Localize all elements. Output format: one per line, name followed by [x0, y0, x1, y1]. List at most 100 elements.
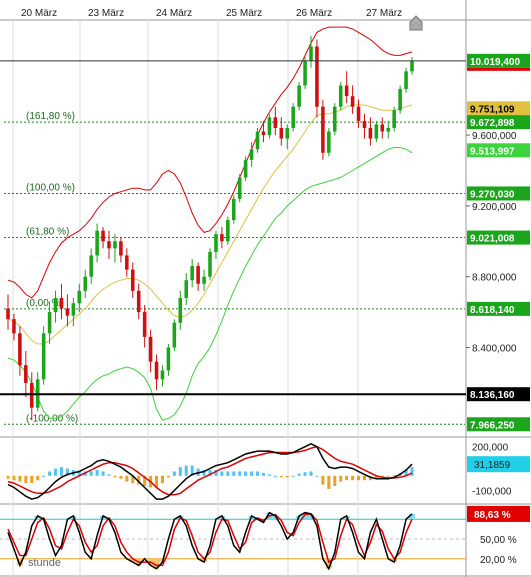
candle-body	[267, 117, 272, 136]
stochastic-overbought-fill	[218, 515, 225, 520]
x-tick-label: 26 März	[296, 8, 332, 19]
candle-body	[315, 46, 319, 107]
stochastic-tag-text: 88,63 %	[474, 510, 511, 521]
price-tag-text: 10.019,400	[470, 57, 520, 68]
fib-level-label: (0,00 %)	[26, 298, 64, 309]
x-tick-label: 23 März	[88, 8, 124, 19]
macd-histogram-bar	[48, 471, 52, 476]
macd-histogram-bar	[250, 471, 254, 476]
price-tag-box	[467, 143, 530, 158]
stochastic-tick-label: 50,00 %	[480, 535, 517, 546]
macd-signal-line	[7, 445, 413, 496]
macd-line	[7, 442, 413, 500]
candle-body	[184, 280, 189, 298]
candle-body	[125, 255, 129, 270]
candle-body	[255, 131, 260, 150]
macd-histogram-bar	[244, 471, 248, 476]
macd-histogram-bar	[256, 471, 260, 476]
price-tag-box	[467, 53, 530, 68]
candle-body	[374, 124, 379, 139]
price-tag-box	[467, 417, 530, 432]
macd-histogram-bar	[315, 475, 319, 477]
bollinger-lower-line	[7, 147, 413, 421]
candle-body	[226, 220, 230, 242]
macd-histogram-bar	[232, 471, 236, 476]
candle-body	[83, 276, 88, 291]
candle-body	[344, 85, 349, 97]
candle-body	[261, 131, 266, 136]
candle-body	[309, 46, 313, 61]
macd-histogram-bar	[309, 471, 313, 476]
y-tick-label: 8.800,000	[472, 273, 517, 284]
price-tags-layer: 10.019,400 9.751,109 9.672,898 9.513,997 9.2…	[467, 53, 530, 522]
home-icon[interactable]	[409, 15, 423, 31]
macd-histogram-bar	[351, 475, 355, 481]
x-tick-label: 24 März	[156, 8, 192, 19]
macd-histogram-bar	[214, 470, 218, 476]
macd-histogram-bar	[143, 475, 147, 486]
macd-histogram-bar	[362, 475, 366, 481]
bollinger-layer	[7, 26, 413, 421]
candle-body	[350, 96, 355, 107]
macd-histogram-bar	[101, 471, 105, 476]
macd-histogram-bar	[89, 471, 93, 476]
stochastic-period-label: stunde	[28, 557, 61, 569]
price-tag-box	[467, 115, 530, 130]
macd-histogram-bar	[77, 471, 81, 476]
bollinger-middle-line	[7, 104, 413, 345]
stochastic-oversold-fill	[153, 558, 160, 569]
macd-histogram-bar	[357, 475, 361, 481]
candle-body	[404, 71, 408, 90]
macd-histogram-bar	[267, 474, 271, 476]
macd-histogram-bar	[285, 475, 289, 478]
macd-histogram-bar	[279, 475, 283, 478]
price-tag-text: 8.136,160	[470, 390, 515, 401]
candle-body	[327, 131, 331, 153]
candle-body	[386, 127, 391, 132]
macd-histogram-bar	[345, 475, 349, 481]
macd-histogram-bar	[374, 475, 378, 479]
macd-tag-text: 31,1859	[474, 460, 511, 471]
price-tag-text: 7.966,250	[470, 420, 515, 431]
candle-body	[113, 241, 117, 249]
candle-body	[89, 255, 93, 277]
candle-body	[214, 234, 218, 252]
stochastic-overbought-fill	[272, 515, 279, 520]
macd-histogram-bar	[226, 471, 230, 476]
candle-body	[362, 120, 367, 128]
price-tag-box	[467, 301, 530, 316]
bollinger-upper-line	[7, 26, 413, 299]
macd-histogram-bar	[273, 475, 277, 477]
macd-histogram-bar	[333, 475, 337, 486]
candle-body	[220, 234, 224, 242]
fib-level-label: (161,80 %)	[26, 111, 75, 122]
x-tick-label: 20 März	[21, 8, 57, 19]
macd-histogram-bar	[386, 475, 390, 477]
macd-histogram-bar	[404, 470, 408, 476]
candle-body	[24, 365, 28, 383]
x-tick-label: 27 März	[366, 8, 402, 19]
candle-body	[208, 251, 212, 277]
stochastic-oversold-fill	[129, 558, 136, 563]
candle-body	[95, 230, 99, 256]
y-tick-label: 9.200,000	[472, 202, 517, 213]
stochastic-overbought-fill	[34, 515, 41, 520]
candle-body	[6, 308, 10, 320]
price-tag-text: 9.672,898	[470, 118, 515, 129]
macd-histogram-bar	[184, 465, 188, 476]
macd-histogram-bar	[166, 475, 170, 478]
candle-body	[160, 370, 165, 380]
macd-histogram-bar	[327, 475, 331, 489]
candle-body	[392, 110, 396, 128]
candle-body	[190, 266, 194, 281]
macd-histogram-bar	[95, 470, 99, 476]
macd-histogram-bar	[42, 475, 46, 477]
macd-histogram-bar	[59, 467, 63, 476]
candle-body	[12, 319, 16, 334]
candle-body	[77, 290, 82, 304]
price-tag-text: 9.513,997	[470, 146, 515, 157]
candle-body	[231, 198, 236, 221]
